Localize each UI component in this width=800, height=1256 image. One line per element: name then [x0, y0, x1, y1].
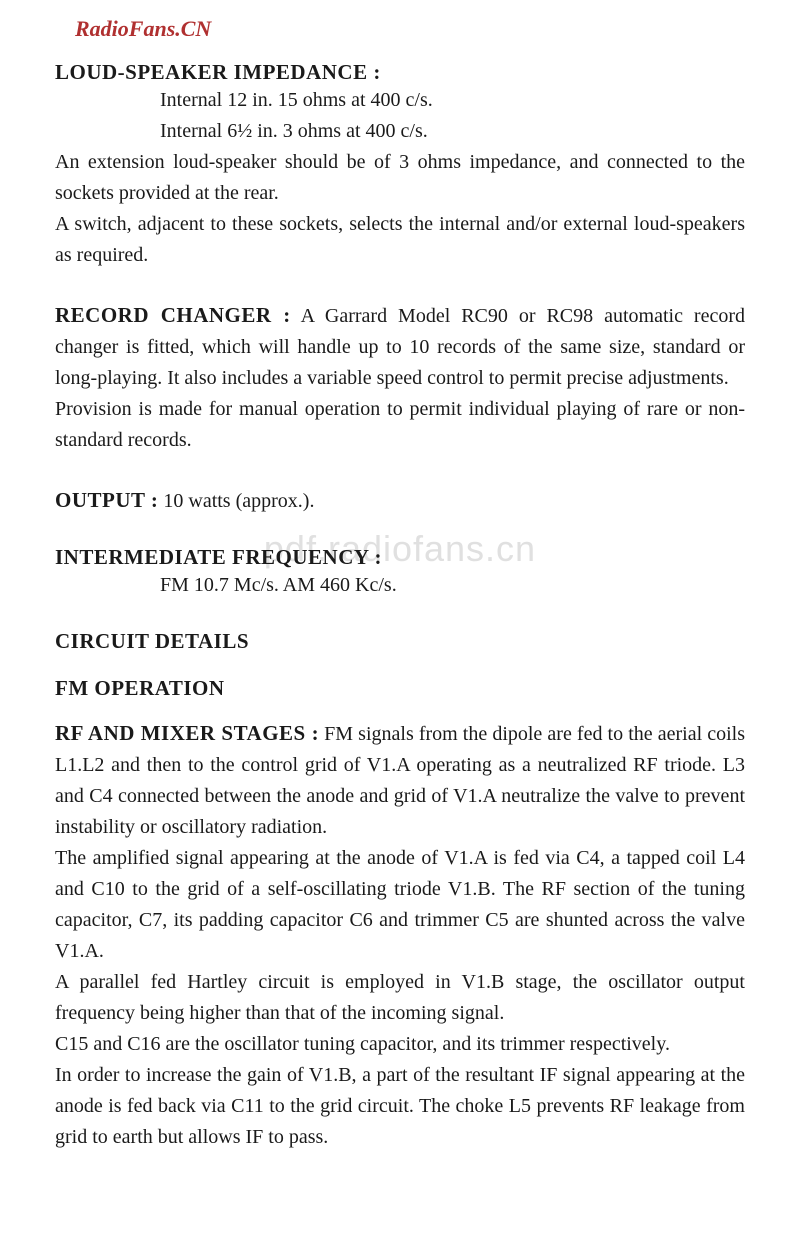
loudspeaker-spec-2: Internal 6½ in. 3 ohms at 400 c/s. [160, 116, 745, 147]
rf-mixer-text-3: A parallel fed Hartley circuit is employ… [55, 967, 745, 1029]
section-intermediate-freq: INTERMEDIATE FREQUENCY : FM 10.7 Mc/s. A… [55, 545, 745, 601]
heading-circuit-details: CIRCUIT DETAILS [55, 629, 745, 654]
output-text: 10 watts (approx.). [158, 490, 314, 512]
loudspeaker-para-1: An extension loud-speaker should be of 3… [55, 147, 745, 209]
heading-record-changer: RECORD CHANGER : [55, 303, 291, 327]
section-rf-mixer: RF AND MIXER STAGES : FM signals from th… [55, 717, 745, 1153]
heading-output: OUTPUT : [55, 488, 158, 512]
heading-intermediate-freq: INTERMEDIATE FREQUENCY : [55, 545, 382, 569]
section-loudspeaker: LOUD-SPEAKER IMPEDANCE : Internal 12 in.… [55, 60, 745, 271]
rf-mixer-text-4: C15 and C16 are the oscillator tuning ca… [55, 1029, 745, 1060]
section-output: OUTPUT : 10 watts (approx.). [55, 484, 745, 517]
rf-mixer-text-5: In order to increase the gain of V1.B, a… [55, 1060, 745, 1153]
document-content: LOUD-SPEAKER IMPEDANCE : Internal 12 in.… [0, 0, 800, 1221]
loudspeaker-para-2: A switch, adjacent to these sockets, sel… [55, 209, 745, 271]
heading-fm-operation: FM OPERATION [55, 676, 745, 701]
loudspeaker-spec-1: Internal 12 in. 15 ohms at 400 c/s. [160, 85, 745, 116]
record-changer-text-2: Provision is made for manual operation t… [55, 394, 745, 456]
rf-mixer-text-2: The amplified signal appearing at the an… [55, 843, 745, 967]
intermediate-freq-values: FM 10.7 Mc/s. AM 460 Kc/s. [160, 570, 745, 601]
section-record-changer: RECORD CHANGER : A Garrard Model RC90 or… [55, 299, 745, 456]
heading-loudspeaker: LOUD-SPEAKER IMPEDANCE : [55, 60, 381, 84]
heading-rf-mixer: RF AND MIXER STAGES : [55, 721, 319, 745]
